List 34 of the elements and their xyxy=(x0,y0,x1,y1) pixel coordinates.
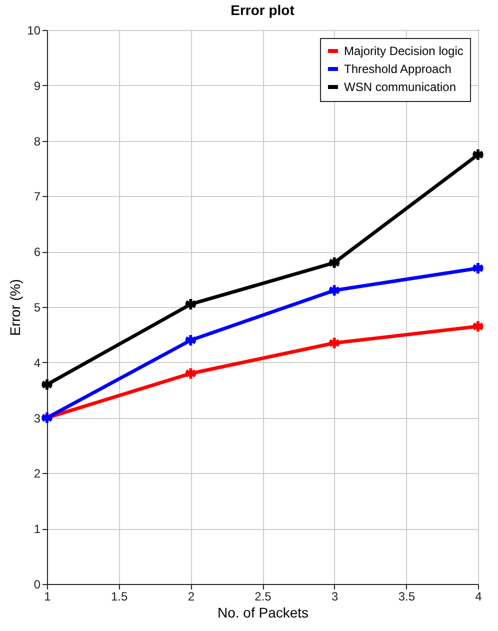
x-tick-label: 2 xyxy=(188,590,195,604)
y-axis-title: Error (%) xyxy=(7,279,24,336)
x-tick-label: 4 xyxy=(475,590,482,604)
point xyxy=(184,366,198,380)
y-tick-label: 2 xyxy=(34,466,41,481)
y-tick-label: 10 xyxy=(27,24,41,38)
point xyxy=(328,256,342,270)
legend-label: WSN communication xyxy=(344,80,456,94)
legend-label: Threshold Approach xyxy=(344,62,452,76)
point xyxy=(471,261,485,275)
x-tick-label: 1 xyxy=(44,590,52,604)
y-tick-label: 3 xyxy=(34,411,41,426)
x-tick-label: 2.5 xyxy=(254,590,272,604)
y-tick-label: 1 xyxy=(34,522,41,536)
legend-label: Majority Decision logic xyxy=(344,44,464,58)
point xyxy=(328,284,342,298)
y-tick-label: 8 xyxy=(34,134,41,148)
y-tick-label: 7 xyxy=(34,190,41,204)
y-tick-label: 4 xyxy=(34,356,41,370)
chart-title: Error plot xyxy=(230,2,295,18)
y-tick-label: 0 xyxy=(34,578,41,592)
point xyxy=(184,297,198,311)
x-tick-label: 3 xyxy=(331,590,338,604)
y-tick-label: 5 xyxy=(34,300,41,314)
y-tick-label: 6 xyxy=(34,245,41,260)
point xyxy=(471,148,485,162)
y-tick-label: 9 xyxy=(34,78,41,93)
point xyxy=(328,336,342,350)
x-tick-label: 3.5 xyxy=(398,590,416,604)
x-tick-label: 1.5 xyxy=(110,590,128,604)
point xyxy=(471,320,485,334)
point xyxy=(184,333,198,347)
point xyxy=(40,378,54,392)
x-axis-title: No. of Packets xyxy=(217,604,309,620)
